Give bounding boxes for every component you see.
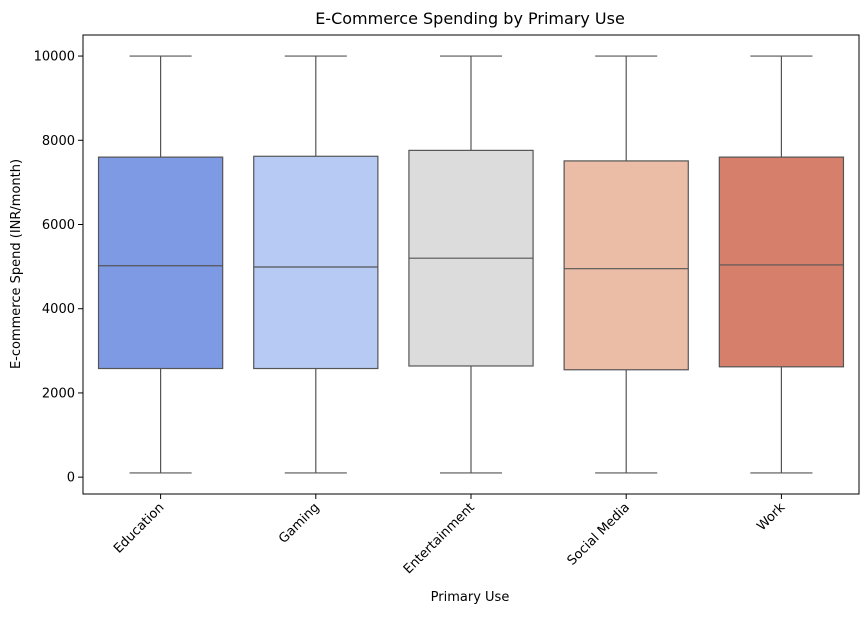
y-tick-label: 8000 (42, 134, 75, 149)
x-tick-label: Education (111, 500, 167, 556)
x-axis-label: Primary Use (431, 590, 510, 605)
x-tick-label: Entertainment (401, 500, 478, 577)
chart-title: E-Commerce Spending by Primary Use (315, 9, 625, 28)
y-tick-label: 10000 (34, 50, 75, 65)
box-gaming (253, 155, 379, 370)
x-tick-label: Gaming (276, 500, 323, 547)
box-work (718, 156, 845, 368)
y-tick-label: 6000 (42, 218, 75, 233)
x-tick-label: Social Media (565, 500, 633, 568)
y-tick-label: 0 (67, 471, 75, 486)
x-tick-label: Work (754, 500, 788, 534)
plot-area: 0 2000 4000 6000 8000 10000 Education Gaming Ent… (34, 34, 860, 577)
box-education (97, 156, 224, 370)
y-tick-label: 2000 (42, 386, 75, 401)
y-tick-label: 4000 (42, 302, 75, 317)
box-social-media (563, 160, 689, 371)
y-axis-label: E-commerce Spend (INR/month) (9, 159, 24, 369)
